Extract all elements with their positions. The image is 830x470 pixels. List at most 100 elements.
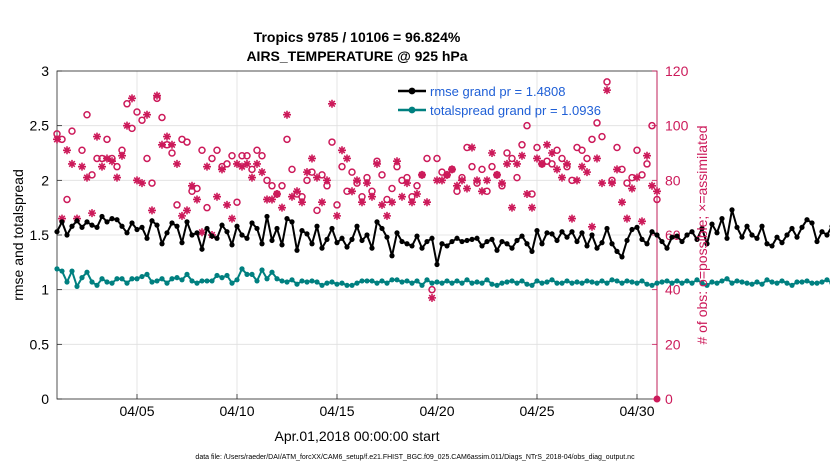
totalspread-point	[479, 280, 485, 286]
totalspread-point	[779, 278, 785, 284]
obs-possible-point	[268, 182, 276, 190]
rmse-point	[54, 229, 60, 235]
totalspread-point	[789, 282, 795, 288]
rmse-point	[349, 236, 355, 242]
rmse-point	[674, 233, 680, 239]
rmse-point	[269, 237, 275, 244]
obs-assimilated-point	[583, 168, 591, 177]
rmse-point	[744, 223, 750, 229]
obs-assimilated-point	[638, 217, 646, 226]
rmse-point	[704, 241, 710, 247]
obs-possible-point	[223, 160, 231, 168]
rmse-point	[699, 225, 705, 232]
rmse-point	[539, 241, 545, 247]
rmse-point	[129, 220, 135, 226]
rmse-point	[799, 224, 805, 230]
obs-assimilated-point	[633, 173, 641, 182]
rmse-point	[474, 235, 480, 241]
rmse-point	[514, 237, 520, 244]
obs-assimilated-point	[468, 143, 476, 152]
rmse-point	[644, 241, 650, 247]
obs-possible-point	[478, 165, 486, 174]
obs-assimilated-point	[473, 176, 481, 185]
obs-assimilated-point	[78, 162, 86, 171]
totalspread-point	[809, 280, 815, 286]
totalspread-point	[64, 279, 70, 285]
right-y-tick-label: 20	[665, 336, 681, 352]
rmse-point	[654, 232, 660, 238]
totalspread-point	[114, 276, 120, 282]
rmse-point	[419, 245, 425, 251]
rmse-point	[329, 225, 335, 232]
obs-possible-point	[158, 113, 166, 122]
obs-assimilated-point	[258, 168, 266, 177]
totalspread-point	[394, 277, 400, 283]
obs-possible-point	[378, 171, 386, 179]
obs-possible-point	[633, 146, 641, 155]
obs-assimilated-point	[103, 154, 111, 163]
rmse-point	[189, 232, 195, 238]
totalspread-point	[619, 280, 625, 286]
totalspread-point	[119, 276, 125, 282]
obs-assimilated-point	[568, 214, 576, 223]
rmse-point	[649, 229, 655, 235]
obs-assimilated-point	[228, 214, 236, 223]
totalspread-point	[569, 280, 575, 286]
rmse-point	[299, 228, 305, 234]
rmse-point	[429, 235, 435, 241]
obs-assimilated-point	[273, 190, 281, 198]
obs-assimilated-point	[88, 209, 96, 218]
rmse-point	[739, 234, 745, 240]
obs-assimilated-point	[513, 159, 521, 168]
rmse-point	[584, 243, 590, 249]
obs-possible-point	[278, 182, 286, 190]
obs-possible-point	[533, 143, 541, 152]
obs-possible-point	[388, 184, 396, 193]
obs-possible-point	[233, 198, 241, 206]
rmse-point	[814, 238, 820, 245]
x-tick-label: 04/30	[619, 403, 654, 419]
obs-possible-point	[248, 165, 256, 174]
rmse-point	[499, 238, 505, 245]
totalspread-point	[294, 281, 300, 287]
totalspread-point	[199, 278, 205, 284]
obs-assimilated-point	[338, 146, 346, 155]
right-y-axis-ticks: 020406080100120	[652, 63, 689, 407]
totalspread-point	[704, 282, 710, 288]
obs-possible-point	[578, 146, 586, 155]
obs-assimilated-point	[613, 165, 621, 174]
totalspread-point	[399, 279, 405, 285]
obs-possible-point	[208, 154, 216, 163]
rmse-point	[244, 235, 250, 241]
obs-assimilated-point	[243, 159, 251, 168]
rmse-point	[394, 230, 400, 236]
obs-assimilated-point	[168, 140, 176, 149]
totalspread-point	[384, 280, 390, 286]
obs-assimilated-point	[188, 181, 196, 190]
rmse-point	[629, 226, 635, 233]
obs-assimilated-point	[348, 187, 356, 196]
totalspread-point	[319, 282, 325, 288]
rmse-point	[114, 217, 120, 223]
rmse-point	[819, 229, 825, 235]
totalspread-point	[729, 280, 735, 286]
obs-assimilated-point	[233, 159, 241, 168]
rmse-point	[444, 243, 450, 249]
totalspread-point	[644, 281, 650, 287]
chart-title: Tropics 9785 / 10106 = 96.824%	[254, 29, 461, 45]
rmse-point	[274, 225, 280, 232]
rmse-point	[469, 236, 475, 242]
totalspread-point	[684, 278, 690, 284]
rmse-point	[369, 245, 375, 251]
totalspread-point	[444, 278, 450, 284]
totalspread-point	[299, 278, 305, 284]
obs-assimilated-point	[283, 110, 291, 119]
obs-assimilated-point	[218, 165, 226, 174]
rmse-point	[344, 244, 350, 250]
obs-possible-point	[143, 154, 151, 163]
obs-assimilated-point	[603, 86, 611, 95]
rmse-point	[109, 216, 115, 222]
obs-assimilated-point	[398, 192, 406, 201]
obs-assimilated-point	[333, 211, 341, 220]
obs-assimilated-point	[548, 149, 556, 157]
